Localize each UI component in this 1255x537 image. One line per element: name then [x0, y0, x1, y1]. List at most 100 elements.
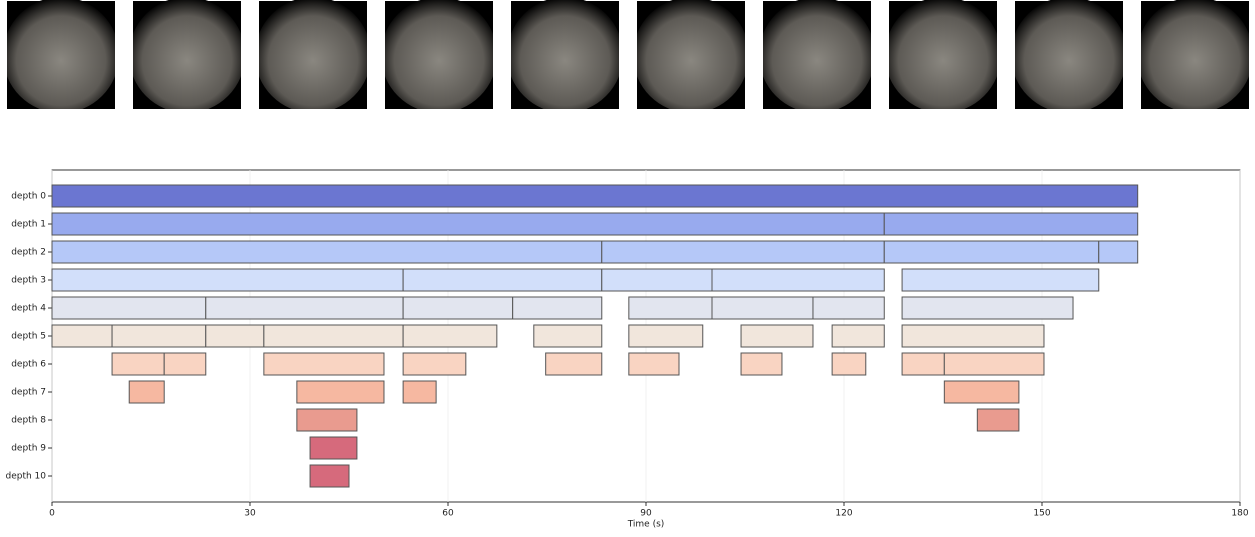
segment: [901, 268, 1100, 292]
segment: [51, 268, 404, 292]
segment: [111, 324, 207, 348]
segment: [51, 240, 603, 264]
y-tick-label: depth 6: [11, 360, 46, 370]
thumbnail-mask: [631, 109, 751, 115]
segment: [711, 296, 814, 320]
segment: [943, 380, 1020, 404]
segment: [831, 352, 867, 376]
x-tick-label: 60: [442, 509, 454, 519]
thumbnail-mask: [871, 0, 877, 115]
thumbnails: [1, 0, 1255, 115]
thumbnail-view: [885, 0, 1001, 113]
thumbnail-mask: [379, 0, 385, 115]
y-tick-label: depth 2: [11, 248, 46, 258]
y-tick-label: depth 0: [11, 192, 46, 202]
segment: [51, 324, 113, 348]
thumbnail-view: [381, 0, 497, 113]
thumbnail-mask: [1009, 0, 1015, 115]
thumbnail-mask: [1135, 0, 1141, 115]
segment: [263, 352, 385, 376]
segment: [402, 296, 514, 320]
segment: [901, 296, 1074, 320]
segment: [111, 352, 165, 376]
thumbnail-mask: [1249, 0, 1255, 115]
thumbnail-mask: [1, 0, 7, 115]
segment: [309, 436, 358, 460]
thumbnail-mask: [241, 0, 247, 115]
segment: [205, 324, 265, 348]
segment: [628, 324, 704, 348]
segment: [545, 352, 603, 376]
y-tick-label: depth 8: [11, 416, 46, 426]
thumbnail-mask: [253, 109, 373, 115]
y-tick-label: depth 3: [11, 276, 46, 286]
segment: [402, 380, 437, 404]
x-tick-label: 90: [640, 509, 652, 519]
segment: [943, 352, 1045, 376]
thumbnail-mask: [619, 0, 625, 115]
thumbnail-view: [1011, 0, 1127, 113]
segment: [711, 268, 885, 292]
thumbnail-mask: [253, 0, 259, 115]
thumbnail-mask: [1135, 109, 1255, 115]
thumbnail-mask: [1123, 0, 1129, 115]
segment: [901, 324, 1045, 348]
y-tick-label: depth 9: [11, 444, 46, 454]
thumbnail-view: [129, 0, 245, 113]
thumbnail-mask: [997, 0, 1003, 115]
segment: [533, 324, 603, 348]
thumbnail-mask: [757, 0, 763, 115]
segment: [883, 240, 1100, 264]
thumbnail-mask: [367, 0, 373, 115]
x-tick-label: 30: [244, 509, 256, 519]
thumbnail-mask: [1009, 109, 1129, 115]
segment: [601, 240, 885, 264]
segment: [512, 296, 603, 320]
thumbnail-view: [3, 0, 119, 113]
thumbnail-mask: [505, 0, 511, 115]
segment: [901, 352, 945, 376]
segment: [740, 352, 783, 376]
y-tick-label: depth 5: [11, 332, 46, 342]
segment: [309, 464, 350, 488]
x-tick-label: 120: [835, 509, 852, 519]
thumbnail-mask: [127, 109, 247, 115]
thumbnail-mask: [757, 109, 877, 115]
segment: [831, 324, 885, 348]
thumbnail-mask: [1, 109, 121, 115]
segment: [51, 212, 885, 236]
segment: [628, 296, 713, 320]
thumbnail-mask: [379, 109, 499, 115]
segment: [1098, 240, 1139, 264]
thumbnail-view: [255, 0, 371, 113]
thumbnail-view: [507, 0, 623, 113]
thumbnail-view: [759, 0, 875, 113]
x-tick-label: 180: [1231, 509, 1248, 519]
segment: [976, 408, 1020, 432]
segment: [601, 268, 713, 292]
segment: [402, 268, 603, 292]
thumbnail-mask: [505, 109, 625, 115]
thumbnail-mask: [883, 0, 889, 115]
segment: [296, 408, 358, 432]
segment: [163, 352, 207, 376]
segment: [883, 212, 1139, 236]
x-tick-label: 150: [1033, 509, 1050, 519]
thumbnail-mask: [631, 0, 637, 115]
segment: [812, 296, 885, 320]
x-tick-label: 0: [49, 509, 55, 519]
segment: [402, 324, 498, 348]
thumbnail-mask: [127, 0, 133, 115]
thumbnail-mask: [745, 0, 751, 115]
x-axis-label: Time (s): [627, 520, 665, 530]
thumbnail-mask: [115, 0, 121, 115]
segment: [51, 296, 207, 320]
segment: [628, 352, 680, 376]
y-tick-label: depth 10: [5, 472, 46, 482]
thumbnail-view: [1137, 0, 1253, 113]
y-tick-label: depth 7: [11, 388, 46, 398]
thumbnail-view: [633, 0, 749, 113]
thumbnail-mask: [493, 0, 499, 115]
segment: [740, 324, 814, 348]
